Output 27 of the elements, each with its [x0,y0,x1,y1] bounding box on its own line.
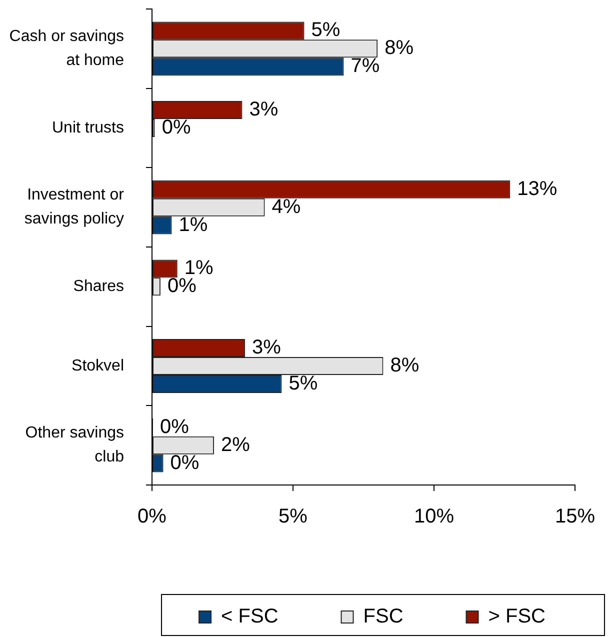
data-label: 3% [252,336,282,359]
data-label: 8% [390,354,420,377]
data-label: 5% [311,19,340,42]
data-label: 0% [162,116,191,139]
x-tick-label: 10% [414,506,454,528]
data-label: 13% [517,178,558,200]
data-label: 8% [384,37,414,60]
y-tick-label: Stokvel [72,357,124,374]
legend-label: FSC [363,606,404,628]
data-label: 3% [249,98,278,121]
y-tick-label: Unit trusts [52,119,124,136]
x-tick-label: 0% [138,506,167,528]
x-tick-label: 15% [554,506,596,528]
y-tick-label: Cash or savings at home [9,28,124,70]
data-label: 5% [288,372,318,394]
data-label: 7% [350,55,380,78]
data-label: 4% [272,196,301,218]
y-tick-label: Other savings club [25,424,124,466]
x-tick-label: 5% [278,506,308,528]
data-label: 1% [178,214,208,236]
data-label: 0% [170,452,200,474]
y-tick-label: Investment or savings policy [24,186,125,228]
data-label: 2% [221,434,250,456]
data-label: 0% [160,416,190,438]
y-tick-label: Shares [73,278,124,296]
legend-label: < FSC [221,606,278,628]
legend-label: > FSC [488,606,546,628]
